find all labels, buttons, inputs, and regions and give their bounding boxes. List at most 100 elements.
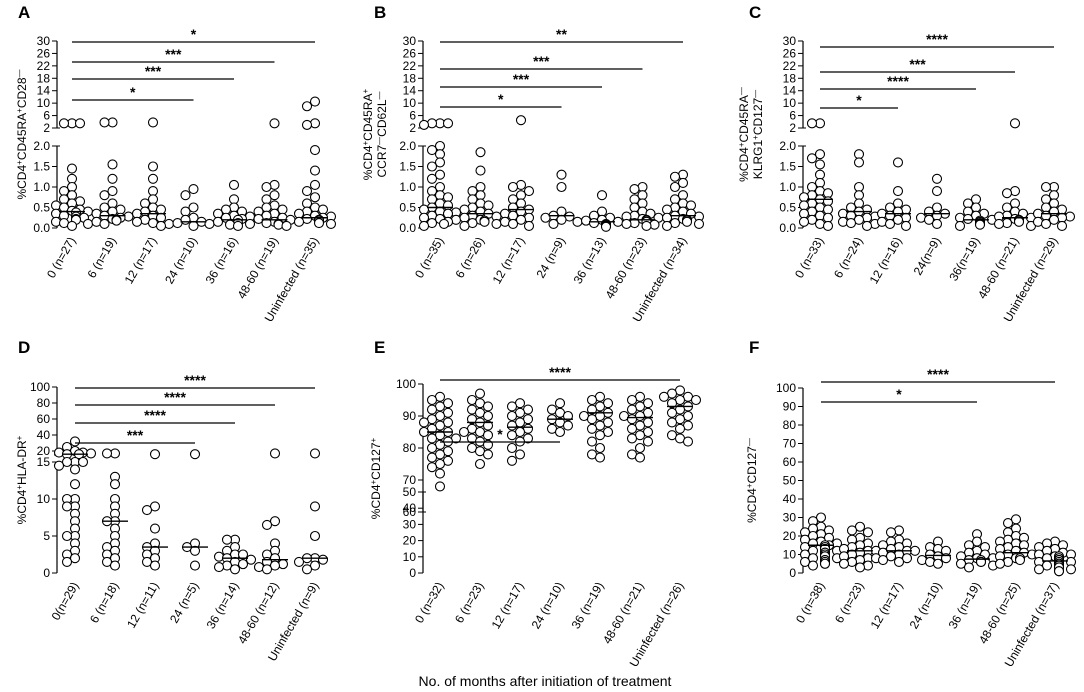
data-point — [426, 394, 438, 406]
y-tick-label: 1.5 — [33, 160, 50, 174]
y-axis-label-part: + — [15, 485, 24, 490]
y-tick-label: 60 — [37, 412, 51, 426]
data-point — [548, 218, 559, 229]
data-point — [301, 186, 313, 197]
data-point — [107, 186, 118, 197]
y-axis-label-part: — — [745, 438, 754, 446]
data-point — [281, 220, 292, 231]
data-point — [596, 190, 608, 201]
data-point — [661, 220, 673, 231]
y-tick-label: 22 — [403, 59, 417, 73]
data-point — [798, 192, 810, 203]
y-axis-label: %CD4+CD45RA— — [737, 87, 751, 182]
y-tick-label: 30 — [403, 34, 417, 48]
data-point — [418, 417, 430, 428]
panel-a: A0.00.51.01.52.026101418222630%CD4+CD45R… — [15, 3, 337, 324]
data-point — [74, 118, 86, 129]
data-point — [301, 119, 313, 130]
data-point — [155, 212, 167, 223]
y-axis-label: %CD4+CD127— — [745, 438, 759, 523]
data-point — [931, 218, 943, 229]
data-point — [69, 553, 81, 564]
data-point — [806, 118, 818, 129]
significance-label: **** — [887, 73, 909, 89]
data-point — [459, 212, 470, 223]
y-tick-label: 18 — [37, 71, 51, 85]
data-point — [147, 173, 159, 184]
y-tick-label: 30 — [37, 34, 51, 48]
y-axis-label-part: %CD4 — [737, 147, 751, 182]
y-axis-label-part: %CD4 — [369, 484, 383, 519]
data-point — [586, 404, 598, 415]
data-point — [317, 554, 329, 565]
y-tick-label: 0.5 — [33, 201, 50, 215]
y-tick-label: 6 — [43, 109, 50, 123]
data-point — [853, 190, 865, 201]
y-tick-label: 90 — [403, 409, 417, 423]
x-category-label: 24 (n=10) — [529, 579, 567, 631]
data-point — [963, 562, 975, 573]
data-point — [61, 556, 73, 567]
y-tick-label: 14 — [37, 84, 51, 98]
data-point — [681, 216, 693, 227]
significance-label: * — [191, 26, 197, 42]
significance-label: * — [130, 84, 136, 100]
y-tick-label: 2 — [789, 121, 796, 135]
significance-label: *** — [127, 427, 144, 443]
panel-letter: D — [18, 338, 30, 357]
data-point — [61, 501, 73, 512]
data-point — [213, 562, 225, 573]
y-tick-label: 2 — [409, 121, 416, 135]
significance-label: **** — [549, 364, 571, 380]
y-tick-label: 0.5 — [779, 201, 796, 215]
data-point — [147, 186, 159, 197]
data-point — [111, 215, 122, 226]
data-point — [798, 208, 810, 219]
significance-label: *** — [165, 46, 182, 62]
data-point — [269, 560, 281, 571]
y-tick-label: 20 — [783, 529, 797, 543]
data-point — [482, 420, 494, 431]
data-point — [426, 173, 438, 184]
y-tick-label: 26 — [37, 46, 51, 60]
y-axis-label-part: CD127 — [369, 442, 383, 480]
x-category-label: 36 (n=13) — [571, 234, 609, 286]
y-axis-label-part: — — [737, 87, 746, 95]
data-point — [1040, 218, 1052, 229]
data-point — [900, 220, 912, 231]
data-point — [109, 560, 121, 571]
y-tick-label: 1.0 — [779, 180, 796, 194]
data-point — [101, 448, 113, 459]
data-point — [325, 218, 337, 229]
data-point — [658, 391, 670, 402]
data-point — [554, 426, 566, 438]
y-tick-label: 6 — [409, 109, 416, 123]
data-point — [66, 173, 78, 184]
data-point — [261, 519, 273, 530]
y-axis-label-part: + — [15, 108, 24, 113]
y-tick-label: 2.0 — [33, 139, 50, 153]
x-category-label: 0 (n=33) — [792, 234, 827, 280]
data-point — [141, 505, 153, 516]
y-tick-label: 1.5 — [399, 160, 416, 174]
data-point — [1009, 118, 1021, 129]
data-point — [426, 404, 438, 415]
data-point — [479, 216, 490, 227]
x-category-label: 12 (n=17) — [122, 234, 160, 286]
data-point — [506, 430, 518, 441]
panel-f: F 0 10 20 30 40 50 60 70 80 90 100 %CD4+CD127— 0 (n=3… — [745, 338, 1077, 669]
data-point — [892, 157, 904, 168]
data-point — [82, 218, 94, 229]
data-point — [1013, 216, 1025, 227]
data-point — [221, 534, 233, 545]
data-point — [189, 545, 201, 556]
data-point — [131, 216, 143, 227]
y-tick-label: 0 — [409, 566, 416, 580]
y-axis-label-part: + — [361, 88, 370, 93]
data-point — [669, 181, 681, 193]
data-point — [862, 527, 874, 538]
y-tick-label: 100 — [396, 377, 416, 391]
data-point — [861, 220, 873, 231]
data-point — [594, 442, 606, 454]
